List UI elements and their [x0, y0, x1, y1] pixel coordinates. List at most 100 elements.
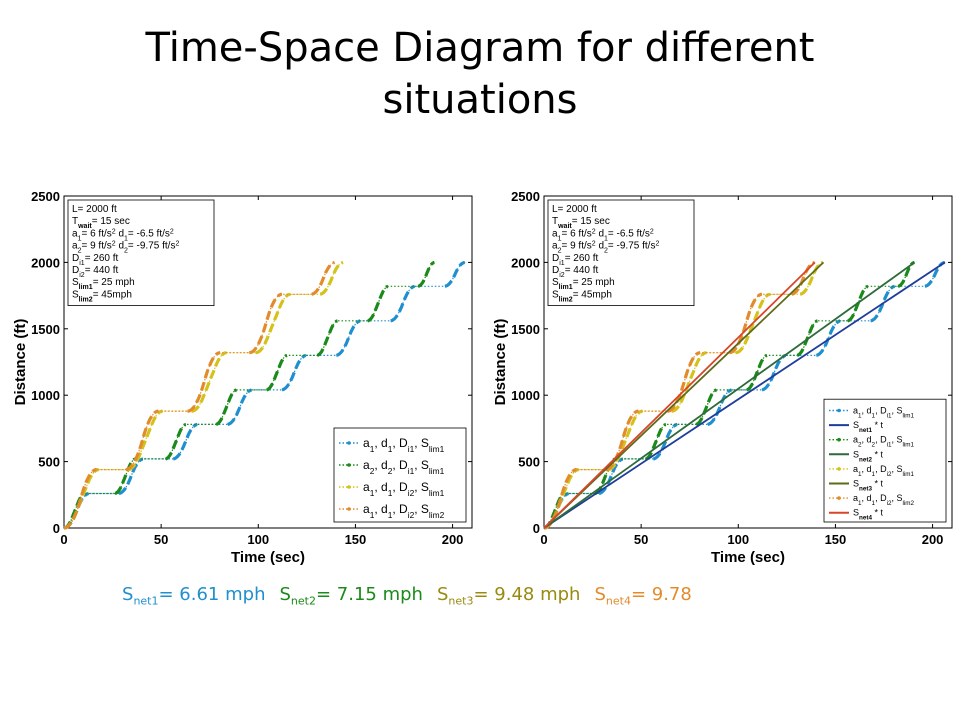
legend-label: Snet3 * t: [853, 479, 883, 493]
parameters-box: [547, 199, 695, 306]
x-tick-label: 50: [634, 532, 648, 547]
series-motion-yellow: [191, 351, 227, 413]
y-axis-label: Distance (ft): [492, 319, 509, 406]
legend-marker: [837, 467, 841, 471]
series-motion-blue: [598, 457, 624, 495]
series-motion-blue: [444, 260, 466, 288]
series-motion-green: [645, 422, 667, 461]
series-motion-green: [266, 353, 288, 392]
y-tick-label: 500: [518, 455, 540, 470]
x-tick-label: 200: [922, 532, 944, 547]
parameter-line: L= 2000 ft: [72, 204, 117, 215]
series-motion-blue: [336, 319, 361, 357]
series-motion-green: [165, 422, 187, 461]
parameter-line: Di1= 260 ft: [552, 253, 599, 266]
legend-marker: [347, 507, 351, 511]
legend-label: a1, d1, Di2, Slim2: [363, 502, 445, 520]
legend-label: Snet4 * t: [853, 508, 883, 522]
series-motion-orange: [311, 260, 336, 296]
slide-title-line-2: situations: [382, 77, 578, 123]
parameter-line: Twait= 15 sec: [72, 216, 130, 230]
series-motion-green: [215, 388, 237, 426]
series-motion-green: [417, 260, 435, 288]
series-motion-yellow: [607, 409, 643, 472]
series-motion-yellow: [127, 409, 163, 472]
series-motion-orange: [791, 260, 816, 296]
parameter-line: Slim1= 25 mph: [72, 277, 135, 291]
series-motion-orange: [187, 351, 221, 413]
parameter-line: L= 2000 ft: [552, 204, 597, 215]
legend-label: a1, d1, Di2, Slim1: [853, 464, 915, 478]
series-motion-yellow: [255, 292, 291, 355]
y-tick-label: 2500: [31, 189, 60, 204]
parameter-line: Slim2= 45mph: [552, 289, 612, 303]
series-motion-orange: [605, 409, 639, 472]
legend-label: a1, d1, Di2, Slim2: [853, 493, 915, 507]
series-group: [543, 260, 946, 530]
series-motion-yellow: [671, 351, 707, 413]
legend-marker: [837, 496, 841, 500]
series-motion-green: [367, 284, 389, 323]
x-tick-label: 200: [442, 532, 464, 547]
y-tick-label: 2000: [31, 255, 60, 270]
series-line-green: [544, 261, 915, 529]
slide-title: Time-Space Diagram for different situati…: [60, 22, 900, 126]
fit-line-fit_red: [543, 261, 816, 529]
series-motion-orange: [125, 409, 159, 472]
fit-line-fit_green: [543, 261, 916, 529]
series-motion-blue: [227, 388, 253, 426]
legend-label: a2, d2, Di1, Slim1: [363, 458, 445, 476]
x-tick-label: 50: [154, 532, 168, 547]
legend-marker: [347, 485, 351, 489]
series-motion-green: [695, 388, 717, 426]
parameter-line: a1= 6 ft/s2 d1= -6.5 ft/s2: [72, 228, 174, 242]
series-motion-orange: [667, 351, 701, 413]
legend-box: [823, 398, 947, 523]
series-motion-yellow: [319, 260, 344, 296]
parameter-line: a2= 9 ft/s2 d2= -9.75 ft/s2: [72, 240, 179, 254]
legend-marker: [347, 441, 351, 445]
series-motion-green: [114, 457, 136, 495]
series-motion-blue: [173, 422, 198, 461]
slide-title-line-1: Time-Space Diagram for different: [145, 25, 815, 71]
legend-label: Snet1 * t: [853, 420, 883, 434]
x-tick-label: 150: [825, 532, 847, 547]
net-speed-net2: Snet2= 7.15 mph: [279, 584, 423, 608]
y-axis-label: Distance (ft): [12, 319, 29, 406]
legend-label: Snet2 * t: [853, 449, 883, 463]
series-motion-blue: [118, 457, 144, 495]
series-motion-blue: [653, 422, 678, 461]
x-axis-label: Time (sec): [711, 549, 785, 566]
net-speed-net4: Snet4= 9.78: [594, 584, 692, 608]
series-motion-yellow: [799, 260, 824, 296]
y-tick-label: 0: [53, 521, 60, 536]
y-tick-label: 2500: [511, 189, 540, 204]
parameter-line: Slim2= 45mph: [72, 289, 132, 303]
parameters-box: [67, 199, 215, 306]
legend-label: a2, d2, Di1, Slim1: [853, 435, 915, 449]
net-speed-summary: Snet1= 6.61 mph Snet2= 7.15 mph Snet3= 9.4…: [122, 584, 706, 608]
legend-box: [333, 427, 467, 523]
legend-label: a1, d1, Di1, Slim1: [363, 436, 445, 454]
series-motion-orange: [63, 468, 97, 530]
series-motion-blue: [390, 284, 416, 323]
series-group: [63, 260, 466, 530]
x-tick-label: 0: [60, 532, 67, 547]
series-motion-blue: [707, 388, 733, 426]
series-motion-blue: [761, 353, 787, 392]
x-axis-label: Time (sec): [231, 549, 305, 566]
y-tick-label: 1000: [31, 388, 60, 403]
series-motion-orange: [249, 292, 282, 355]
legend-label: a1, d1, Di2, Slim1: [363, 480, 445, 498]
y-tick-label: 1500: [31, 322, 60, 337]
x-tick-label: 100: [247, 532, 269, 547]
series-line-green: [64, 261, 435, 529]
legend-label: a1, d1, Di1, Slim1: [853, 406, 915, 420]
series-motion-orange: [729, 292, 762, 355]
y-tick-label: 1000: [511, 388, 540, 403]
x-tick-label: 100: [727, 532, 749, 547]
x-tick-label: 150: [345, 532, 367, 547]
parameter-line: Di1= 260 ft: [72, 253, 119, 266]
legend-marker: [347, 463, 351, 467]
